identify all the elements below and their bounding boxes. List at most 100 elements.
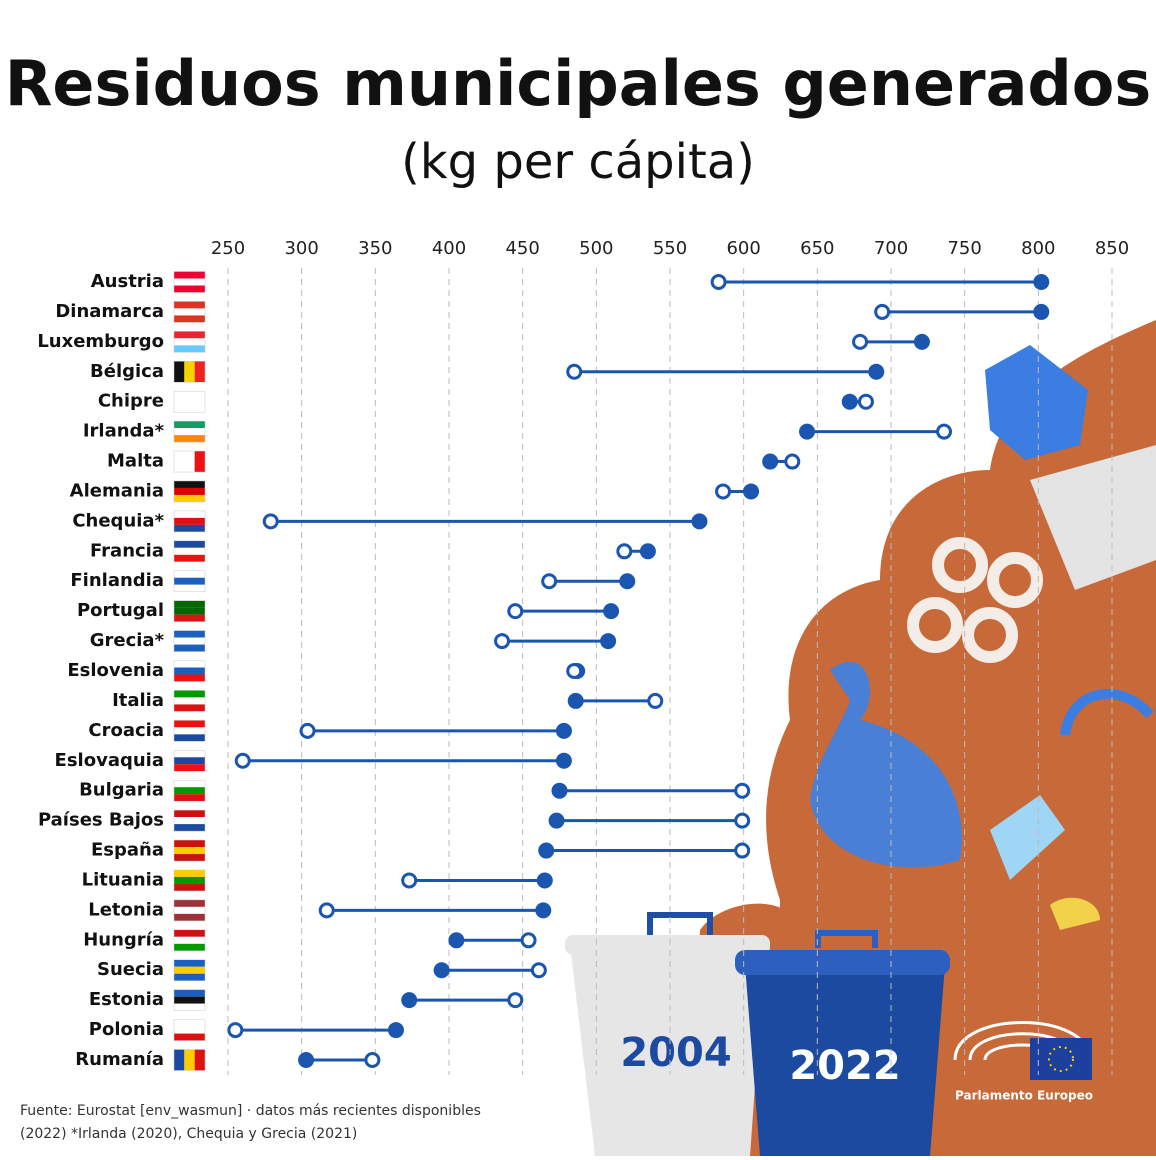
flag-stripe [174, 547, 205, 555]
y-tick-label: Hungría [83, 929, 164, 950]
flag-stripe [174, 906, 205, 914]
flag-stripe [174, 338, 205, 346]
flag-stripe [174, 361, 185, 383]
flag-stripe [174, 487, 205, 495]
flag-border [173, 779, 206, 802]
flag-stripe [184, 361, 195, 383]
flag-stripe [174, 959, 205, 967]
flag-stripe [174, 810, 205, 818]
dot-2004 [318, 902, 335, 919]
flag-border [173, 959, 206, 981]
dot-2004 [715, 483, 732, 500]
flag-border [173, 390, 206, 413]
flag-border [173, 630, 206, 652]
x-tick-label: 350 [358, 238, 392, 259]
flag-stripe [174, 524, 205, 532]
flag-border [173, 600, 206, 622]
dot-2022 [913, 333, 930, 350]
dot-2004 [784, 453, 801, 470]
flag-stripe [174, 308, 205, 316]
flag-border [173, 1049, 206, 1071]
flag-stripe [174, 899, 205, 907]
flag-border [173, 750, 206, 772]
x-tick-label: 600 [726, 238, 760, 259]
flag-stripe [174, 660, 205, 668]
flag-stripe [174, 704, 205, 712]
flag-stripe [174, 637, 205, 645]
y-tick-label: Estonia [89, 989, 164, 1010]
flag-stripe [174, 1026, 205, 1034]
flag-stripe [194, 361, 205, 383]
flag-stripe [184, 451, 195, 473]
dot-2004 [541, 573, 558, 590]
y-tick-label: Países Bajos [38, 810, 164, 831]
y-tick-label: Grecia* [90, 630, 165, 651]
flag-border [173, 331, 206, 353]
dot-2022 [535, 902, 552, 919]
flag-border [173, 480, 206, 503]
flag-stripe [174, 794, 205, 802]
x-tick-label: 700 [874, 238, 908, 259]
source-note: (2022) *Irlanda (2020), Chequia y Grecia… [20, 1126, 357, 1142]
dot-2022 [841, 393, 858, 410]
flag-stripe [174, 1049, 185, 1071]
flag-stripe [174, 577, 205, 585]
dot-2004 [262, 513, 279, 530]
y-tick-label: Chequia* [72, 510, 164, 531]
dot-2004 [647, 692, 664, 709]
flag-stripe [174, 644, 205, 652]
chart-subtitle: (kg per cápita) [401, 134, 755, 190]
y-tick-label: Italia [112, 690, 164, 711]
flag-border [173, 420, 206, 443]
flag-stripe [174, 989, 205, 997]
dot-2022 [567, 692, 584, 709]
x-tick-label: 400 [432, 238, 466, 259]
dot-2004 [507, 992, 524, 1009]
flag-stripe [174, 405, 205, 413]
flag-stripe [174, 435, 205, 443]
flag-stripe [194, 451, 205, 473]
dot-2022 [691, 513, 708, 530]
dot-2022 [762, 453, 779, 470]
dot-2004 [566, 663, 583, 679]
flag-border [173, 809, 206, 832]
dot-2022 [619, 573, 636, 590]
flag-stripe [174, 757, 205, 765]
y-tick-label: Eslovaquia [55, 750, 164, 771]
flag-stripe [174, 540, 205, 548]
flag-border [173, 1019, 206, 1041]
dot-2022 [387, 1022, 404, 1039]
dot-2004 [530, 962, 547, 979]
flag-stripe [174, 929, 205, 937]
flag-border [173, 720, 206, 742]
y-tick-label: Francia [90, 540, 164, 561]
flag-stripe [174, 764, 205, 772]
dot-2004 [734, 842, 751, 859]
dot-2004 [507, 603, 524, 620]
dot-2004 [852, 333, 869, 350]
flag-stripe [174, 331, 205, 339]
dot-2004 [494, 633, 511, 650]
source-note: Fuente: Eurostat [env_wasmun] · datos má… [20, 1103, 481, 1119]
logo-text: Parlamento Europeo [955, 1089, 1093, 1103]
dot-2004 [734, 812, 751, 829]
dot-2004 [936, 423, 953, 440]
y-tick-label: Lituania [82, 869, 164, 890]
flag-stripe [174, 614, 205, 622]
dot-2004 [874, 303, 891, 320]
flag-stripe [174, 966, 205, 974]
flag-stripe [174, 271, 205, 279]
flag-stripe [174, 607, 205, 615]
y-tick-label: Malta [107, 451, 164, 472]
dot-2004 [227, 1022, 244, 1039]
chart-title: Residuos municipales generados [5, 47, 1152, 120]
flag-stripe [174, 943, 205, 951]
dot-2022 [548, 812, 565, 829]
dot-2022 [868, 363, 885, 380]
flag-stripe [174, 600, 205, 608]
dot-2004 [566, 363, 583, 380]
y-tick-label: Letonia [88, 899, 164, 920]
flag-border [173, 510, 206, 533]
y-tick-label: Rumanía [75, 1049, 164, 1070]
